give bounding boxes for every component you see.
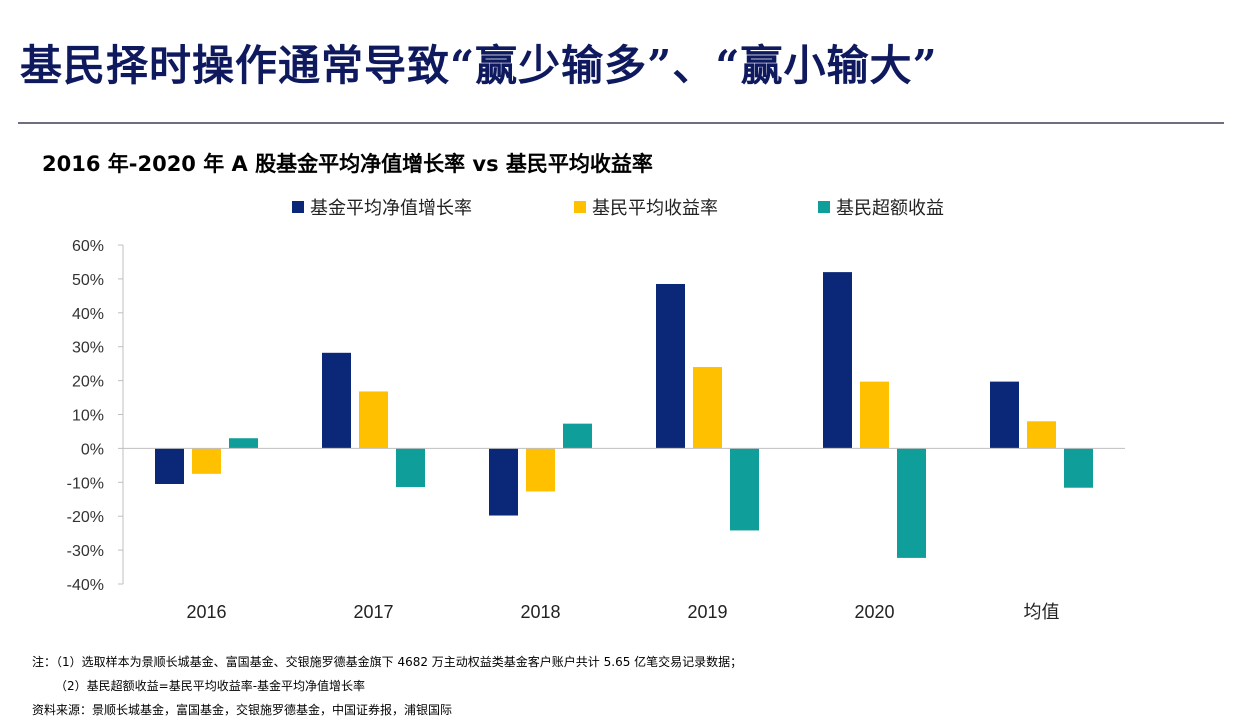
y-tick-label: 60% xyxy=(72,238,104,255)
bar xyxy=(1027,421,1056,449)
page-title: 基民择时操作通常导致“赢少输多”、“赢小输大” xyxy=(20,41,938,90)
bar xyxy=(396,448,425,488)
x-tick-label: 2018 xyxy=(520,602,560,622)
x-tick-label: 2017 xyxy=(353,602,393,622)
y-tick-label: 30% xyxy=(72,340,104,357)
bar xyxy=(322,352,351,449)
bar xyxy=(489,448,518,516)
legend-label: 基民平均收益率 xyxy=(592,198,718,219)
y-tick-label: -40% xyxy=(67,577,104,594)
y-tick-label: 50% xyxy=(72,272,104,289)
y-tick-label: 0% xyxy=(81,441,104,458)
bar xyxy=(656,283,685,449)
x-tick-label: 2016 xyxy=(186,602,226,622)
bar xyxy=(897,448,926,558)
y-tick-label: 20% xyxy=(72,374,104,391)
title-divider xyxy=(18,122,1224,124)
x-tick-label: 2019 xyxy=(687,602,727,622)
y-tick-label: -20% xyxy=(67,509,104,526)
x-tick-label: 2020 xyxy=(854,602,894,622)
bar xyxy=(155,448,184,484)
bar xyxy=(823,272,852,449)
bar xyxy=(359,391,388,449)
y-tick-label: 40% xyxy=(72,306,104,323)
bar xyxy=(730,448,759,531)
x-tick-label: 均值 xyxy=(1024,602,1060,622)
y-tick-label: -10% xyxy=(67,475,104,492)
legend-swatch xyxy=(292,201,304,213)
y-tick-label: 10% xyxy=(72,408,104,425)
bar xyxy=(526,448,555,492)
legend-label: 基民超额收益 xyxy=(836,198,944,219)
bar xyxy=(192,448,221,474)
y-tick-label: -30% xyxy=(67,543,104,560)
footnotes: 注：（1）选取样本为景顺长城基金、富国基金、交银施罗德基金旗下 4682 万主动… xyxy=(32,650,742,722)
bar xyxy=(693,367,722,449)
note-2: （2）基民超额收益=基民平均收益率-基金平均净值增长率 xyxy=(55,679,366,693)
bar xyxy=(1064,448,1093,488)
legend-swatch xyxy=(818,201,830,213)
legend-swatch xyxy=(574,201,586,213)
bar xyxy=(860,381,889,449)
legend-label: 基金平均净值增长率 xyxy=(310,198,472,219)
bar xyxy=(229,438,258,449)
bar xyxy=(563,423,592,449)
note-1: 注：（1）选取样本为景顺长城基金、富国基金、交银施罗德基金旗下 4682 万主动… xyxy=(32,655,743,669)
bar xyxy=(990,381,1019,449)
source-note: 资料来源：景顺长城基金，富国基金，交银施罗德基金，中国证券报，浦银国际 xyxy=(32,703,453,717)
chart-title: 2016 年-2020 年 A 股基金平均净值增长率 vs 基民平均收益率 xyxy=(42,152,653,176)
